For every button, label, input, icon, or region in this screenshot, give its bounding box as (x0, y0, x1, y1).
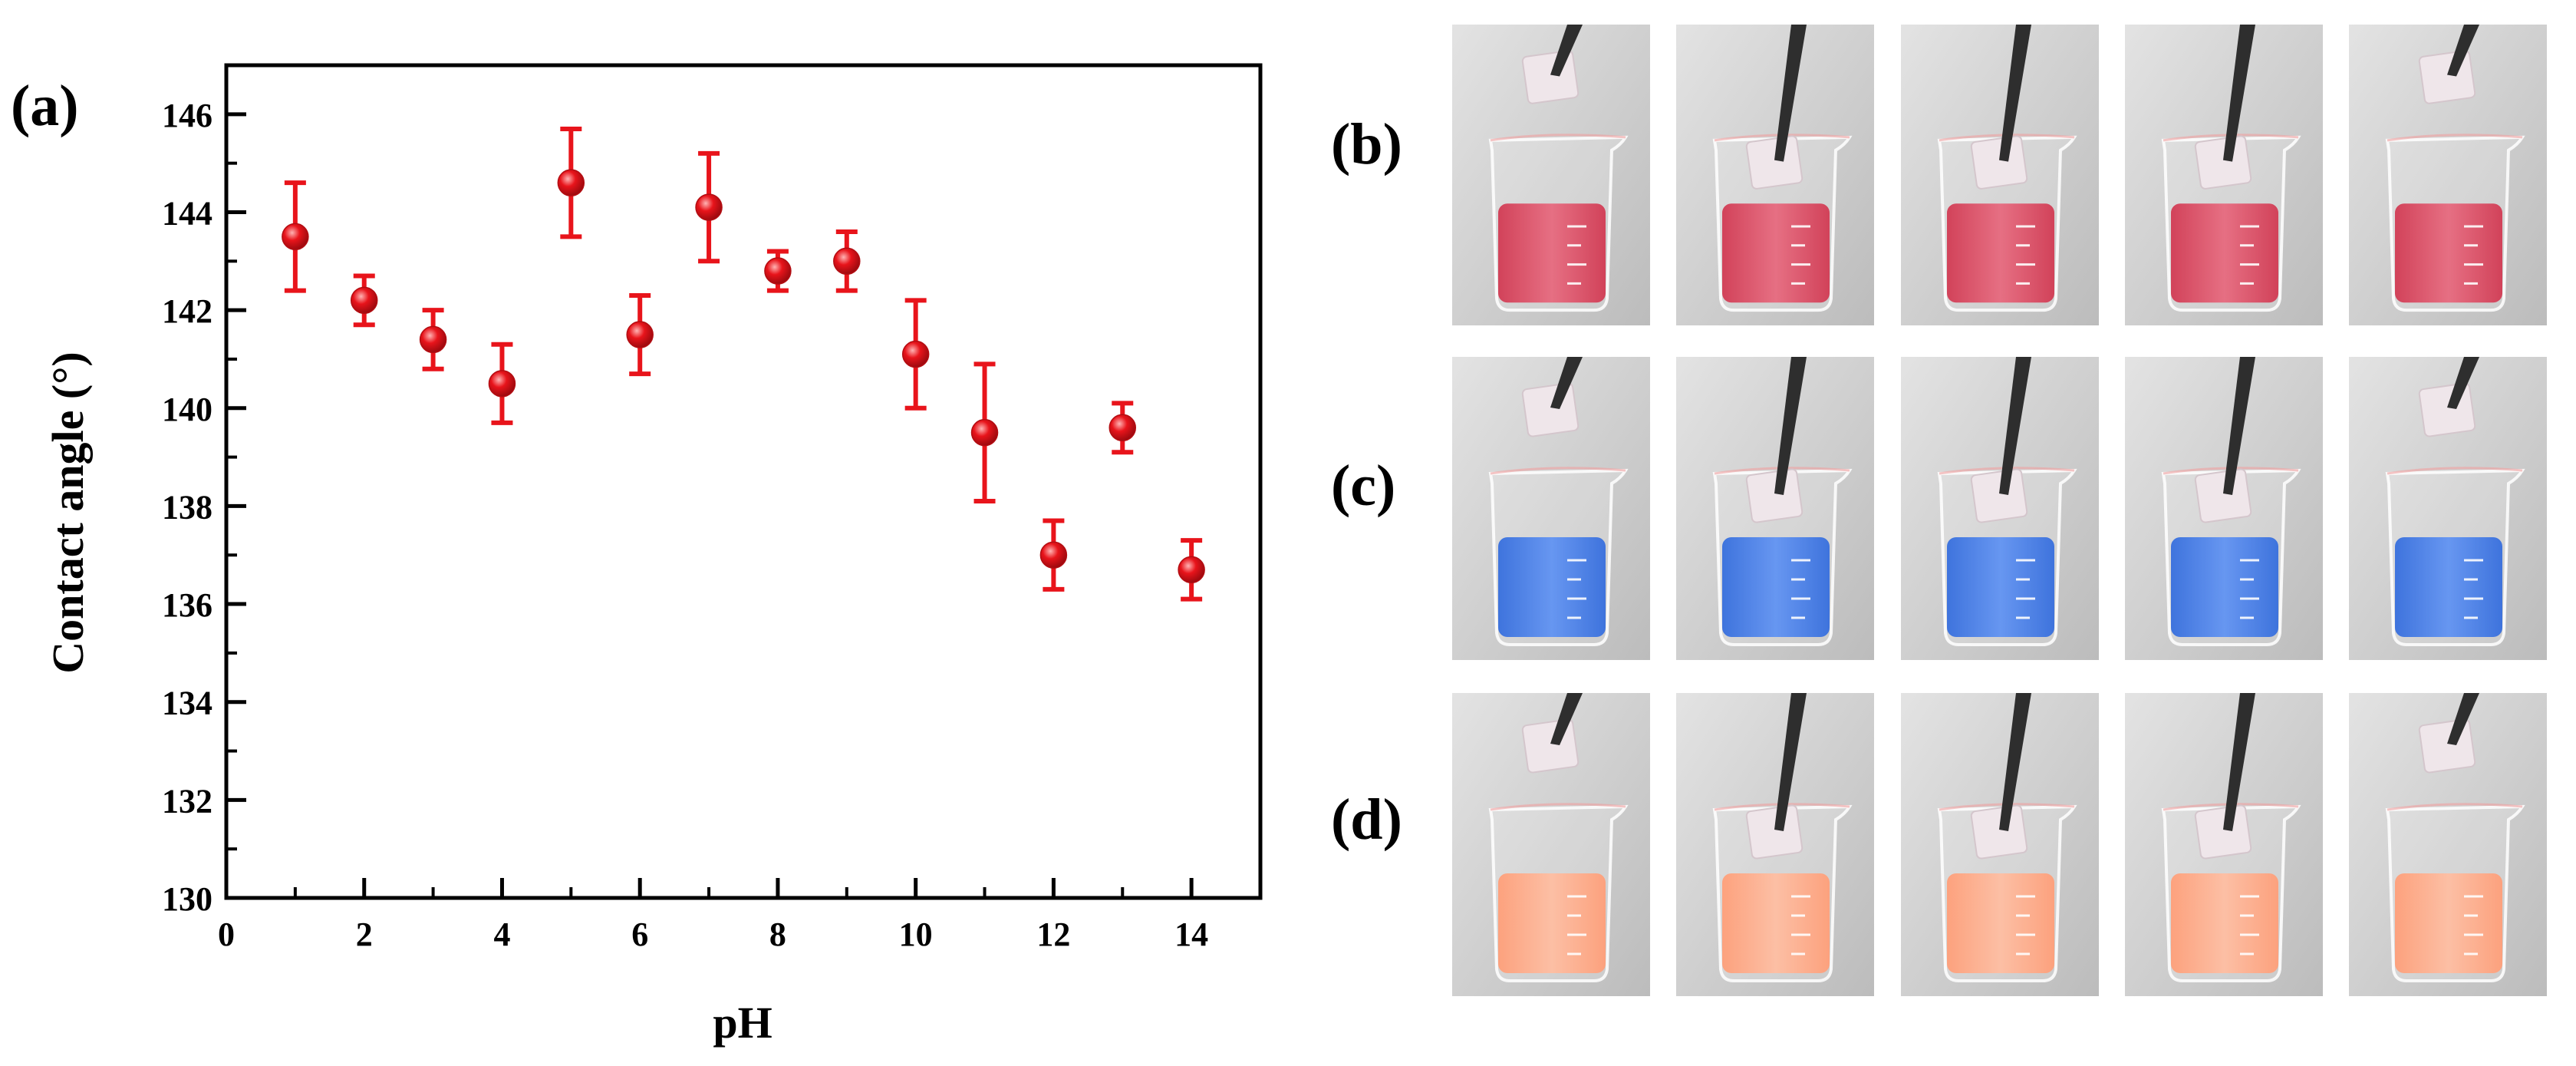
data-point (419, 325, 447, 354)
x-tick-label: 14 (1174, 916, 1208, 953)
data-point (970, 418, 999, 447)
y-tick-label: 140 (162, 391, 212, 428)
data-point (1178, 556, 1205, 584)
beaker-photo (1676, 357, 1874, 660)
beaker-photo (2125, 357, 2323, 660)
beaker-photo (1452, 693, 1650, 996)
beaker-photo (1452, 357, 1650, 660)
x-tick-label: 6 (631, 916, 648, 953)
beaker-photo (1452, 25, 1650, 325)
y-tick-label: 136 (162, 586, 212, 624)
data-point (350, 286, 378, 315)
panel-label-d: (d) (1331, 787, 1402, 852)
data-point (557, 169, 585, 196)
data-point (764, 257, 792, 285)
data-point (1039, 541, 1068, 569)
x-axis-label: pH (713, 998, 772, 1048)
y-ticks: 130 132 134 136 138 140 142 144 146 (162, 97, 246, 918)
y-tick-label: 130 (162, 880, 212, 918)
panel-label-a: (a) (11, 74, 79, 138)
data-point (1108, 414, 1137, 442)
x-tick-label: 2 (356, 916, 373, 953)
beaker-photo (1901, 25, 2099, 325)
y-tick-label: 144 (162, 194, 212, 232)
beaker-photo (2125, 25, 2323, 325)
beaker-photo (1901, 357, 2099, 660)
x-tick-label: 12 (1036, 916, 1070, 953)
chart-axes (224, 63, 1263, 900)
beaker-photo (2349, 357, 2547, 660)
x-tick-label: 8 (769, 916, 786, 953)
x-tick-label: 4 (493, 916, 510, 953)
plot-frame (224, 63, 1263, 900)
x-ticks: 0 2 4 6 8 10 12 14 (218, 878, 1208, 953)
beaker-photo (2349, 693, 2547, 996)
beaker-photo (1676, 693, 1874, 996)
beaker-photo (2349, 25, 2547, 325)
x-tick-label: 0 (218, 916, 235, 953)
data-point (626, 321, 654, 348)
data-point (282, 223, 309, 251)
data-point (833, 247, 861, 276)
y-tick-label: 138 (162, 488, 212, 526)
panel-label-b: (b) (1331, 112, 1402, 177)
y-axis-label: Contact angle (°) (43, 351, 93, 673)
data-point (901, 340, 930, 368)
beaker-photo (2125, 693, 2323, 996)
y-tick-label: 134 (162, 685, 212, 722)
y-tick-label: 132 (162, 782, 212, 820)
y-tick-label: 146 (162, 97, 212, 134)
x-tick-label: 10 (899, 916, 933, 953)
data-point (695, 193, 723, 221)
y-tick-label: 142 (162, 292, 212, 330)
data-point (488, 370, 516, 398)
data-points (282, 126, 1205, 602)
beaker-photo (1676, 25, 1874, 325)
panel-label-c: (c) (1331, 454, 1396, 518)
beaker-photo (1901, 693, 2099, 996)
